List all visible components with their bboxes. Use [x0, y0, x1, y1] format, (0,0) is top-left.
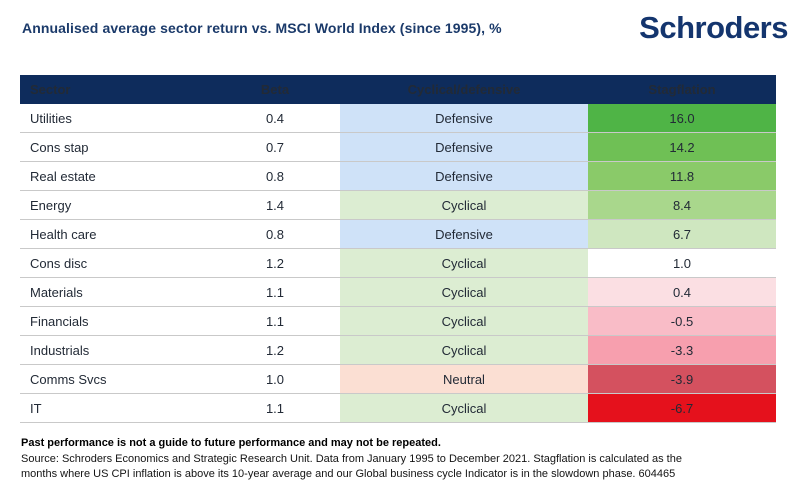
stagflation-cell: 1.0 — [588, 249, 776, 277]
beta-cell: 0.8 — [265, 226, 285, 242]
stagflation-cell: -3.9 — [588, 365, 776, 393]
sector-return-table: Sector Beta Cyclical/defensive Stagflati… — [20, 75, 776, 423]
cyclical-defensive-cell: Cyclical — [340, 278, 588, 306]
cyclical-defensive-cell: Defensive — [340, 162, 588, 190]
stagflation-cell: 6.7 — [588, 220, 776, 248]
beta-cell: 0.7 — [265, 139, 285, 155]
header-sector: Sector — [30, 82, 71, 97]
cyclical-defensive-cell: Defensive — [340, 133, 588, 161]
cyclical-defensive-cell: Defensive — [340, 220, 588, 248]
stagflation-cell: 11.8 — [588, 162, 776, 190]
header-cyclical-defensive: Cyclical/defensive — [407, 82, 521, 97]
header-stagflation: Stagflation — [648, 82, 716, 97]
sector-cell: Financials — [30, 313, 89, 329]
table-header-row: Sector Beta Cyclical/defensive Stagflati… — [20, 75, 776, 104]
sector-cell: Health care — [30, 226, 97, 242]
beta-cell: 1.1 — [265, 284, 285, 300]
sector-cell: Materials — [30, 284, 83, 300]
table-row: Cons disc 1.2 Cyclical 1.0 — [20, 249, 776, 278]
beta-cell: 1.1 — [265, 313, 285, 329]
beta-cell: 1.1 — [265, 400, 285, 416]
table-row: Real estate 0.8 Defensive 11.8 — [20, 162, 776, 191]
past-performance-disclaimer: Past performance is not a guide to futur… — [21, 437, 441, 449]
sector-cell: IT — [30, 400, 42, 416]
cyclical-defensive-cell: Cyclical — [340, 307, 588, 335]
beta-cell: 0.8 — [265, 168, 285, 184]
table-row: Energy 1.4 Cyclical 8.4 — [20, 191, 776, 220]
cyclical-defensive-cell: Neutral — [340, 365, 588, 393]
table-row: Financials 1.1 Cyclical -0.5 — [20, 307, 776, 336]
page-title: Annualised average sector return vs. MSC… — [22, 20, 502, 36]
stagflation-cell: 0.4 — [588, 278, 776, 306]
schroders-logo: Schroders — [639, 10, 788, 45]
source-line: Source: Schroders Economics and Strategi… — [21, 453, 682, 465]
sector-cell: Utilities — [30, 110, 72, 126]
stagflation-cell: 16.0 — [588, 104, 776, 132]
beta-cell: 1.0 — [265, 371, 285, 387]
source-note: Source: Schroders Economics and Strategi… — [21, 452, 682, 482]
cyclical-defensive-cell: Cyclical — [340, 394, 588, 422]
table-row: Industrials 1.2 Cyclical -3.3 — [20, 336, 776, 365]
cyclical-defensive-cell: Defensive — [340, 104, 588, 132]
table-row: Materials 1.1 Cyclical 0.4 — [20, 278, 776, 307]
table-row: Comms Svcs 1.0 Neutral -3.9 — [20, 365, 776, 394]
beta-cell: 1.2 — [265, 255, 285, 271]
cyclical-defensive-cell: Cyclical — [340, 336, 588, 364]
stagflation-cell: -6.7 — [588, 394, 776, 422]
stagflation-cell: -3.3 — [588, 336, 776, 364]
sector-cell: Real estate — [30, 168, 96, 184]
stagflation-cell: 8.4 — [588, 191, 776, 219]
beta-cell: 1.2 — [265, 342, 285, 358]
sector-cell: Comms Svcs — [30, 371, 107, 387]
beta-cell: 1.4 — [265, 197, 285, 213]
sector-cell: Industrials — [30, 342, 90, 358]
header-beta: Beta — [260, 82, 290, 97]
table-row: IT 1.1 Cyclical -6.7 — [20, 394, 776, 423]
cyclical-defensive-cell: Cyclical — [340, 249, 588, 277]
cyclical-defensive-cell: Cyclical — [340, 191, 588, 219]
table-row: Utilities 0.4 Defensive 16.0 — [20, 104, 776, 133]
beta-cell: 0.4 — [265, 110, 285, 126]
source-line: months where US CPI inflation is above i… — [21, 468, 676, 480]
sector-cell: Cons disc — [30, 255, 88, 271]
stagflation-cell: -0.5 — [588, 307, 776, 335]
sector-cell: Energy — [30, 197, 72, 213]
table-row: Cons stap 0.7 Defensive 14.2 — [20, 133, 776, 162]
table-body: Utilities 0.4 Defensive 16.0 Cons stap 0.7 Def… — [20, 104, 776, 423]
sector-cell: Cons stap — [30, 139, 89, 155]
table-row: Health care 0.8 Defensive 6.7 — [20, 220, 776, 249]
stagflation-cell: 14.2 — [588, 133, 776, 161]
